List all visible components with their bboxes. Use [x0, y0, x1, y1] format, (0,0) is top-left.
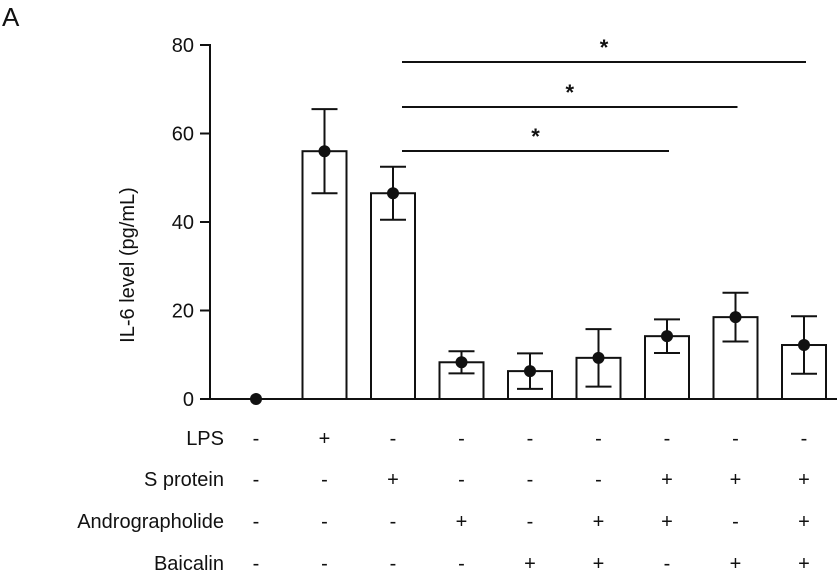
mean-point [250, 393, 262, 405]
condition-label: S protein [144, 469, 224, 491]
y-tick-label: 80 [172, 35, 194, 57]
condition-mark: - [732, 428, 739, 450]
significance-star: * [565, 80, 574, 105]
bars [301, 150, 827, 401]
condition-mark: + [798, 469, 810, 491]
condition-label: LPS [186, 428, 224, 450]
condition-mark: - [527, 469, 534, 491]
panel-label: A [2, 2, 20, 32]
mean-point [387, 187, 399, 200]
condition-mark: - [321, 511, 328, 533]
mean-point [318, 145, 331, 158]
condition-mark: + [593, 553, 605, 575]
condition-mark: + [661, 469, 673, 491]
mean-point [455, 356, 468, 369]
condition-mark: + [730, 553, 742, 575]
y-axis: 0 20 40 60 80 [172, 35, 211, 411]
condition-mark: + [798, 553, 810, 575]
condition-mark: - [458, 428, 465, 450]
significance-star: * [531, 124, 540, 149]
mean-points [250, 145, 810, 405]
mean-point [729, 311, 742, 324]
condition-mark: + [798, 511, 810, 533]
significance-brackets: * * * [402, 35, 806, 152]
condition-mark: - [458, 553, 465, 575]
condition-mark: - [390, 553, 397, 575]
condition-mark: - [253, 428, 260, 450]
condition-mark: - [595, 469, 602, 491]
significance-star: * [600, 35, 609, 60]
condition-mark: - [321, 553, 328, 575]
condition-mark: - [253, 511, 260, 533]
condition-mark: - [390, 511, 397, 533]
mean-point [524, 365, 536, 378]
condition-label: Baicalin [154, 553, 224, 575]
condition-mark: + [387, 469, 399, 491]
condition-mark: + [661, 511, 673, 533]
y-tick-label: 0 [183, 389, 194, 411]
condition-table: LPS - + - - - - - - - S protein - - + - - - + + + Andrograph… [77, 428, 810, 575]
mean-point [661, 330, 673, 343]
y-tick-label: 20 [172, 301, 194, 323]
condition-label: Andrographolide [77, 511, 224, 533]
condition-mark: - [595, 428, 602, 450]
condition-mark: - [664, 428, 671, 450]
condition-mark: - [253, 469, 260, 491]
condition-mark: + [319, 428, 331, 450]
mean-point [798, 339, 810, 352]
y-tick-label: 60 [172, 124, 194, 146]
mean-point [592, 351, 605, 364]
condition-mark: - [801, 428, 808, 450]
condition-mark: - [527, 511, 534, 533]
y-axis-label: IL-6 level (pg/mL) [117, 187, 139, 343]
condition-mark: + [524, 553, 536, 575]
condition-mark: + [730, 469, 742, 491]
condition-mark: + [456, 511, 468, 533]
condition-mark: - [390, 428, 397, 450]
condition-mark: - [732, 511, 739, 533]
condition-mark: - [253, 553, 260, 575]
condition-mark: + [593, 511, 605, 533]
bar [370, 192, 416, 400]
condition-mark: - [458, 469, 465, 491]
condition-mark: - [321, 469, 328, 491]
y-tick-label: 40 [172, 212, 194, 234]
condition-mark: - [527, 428, 534, 450]
condition-mark: - [664, 553, 671, 575]
